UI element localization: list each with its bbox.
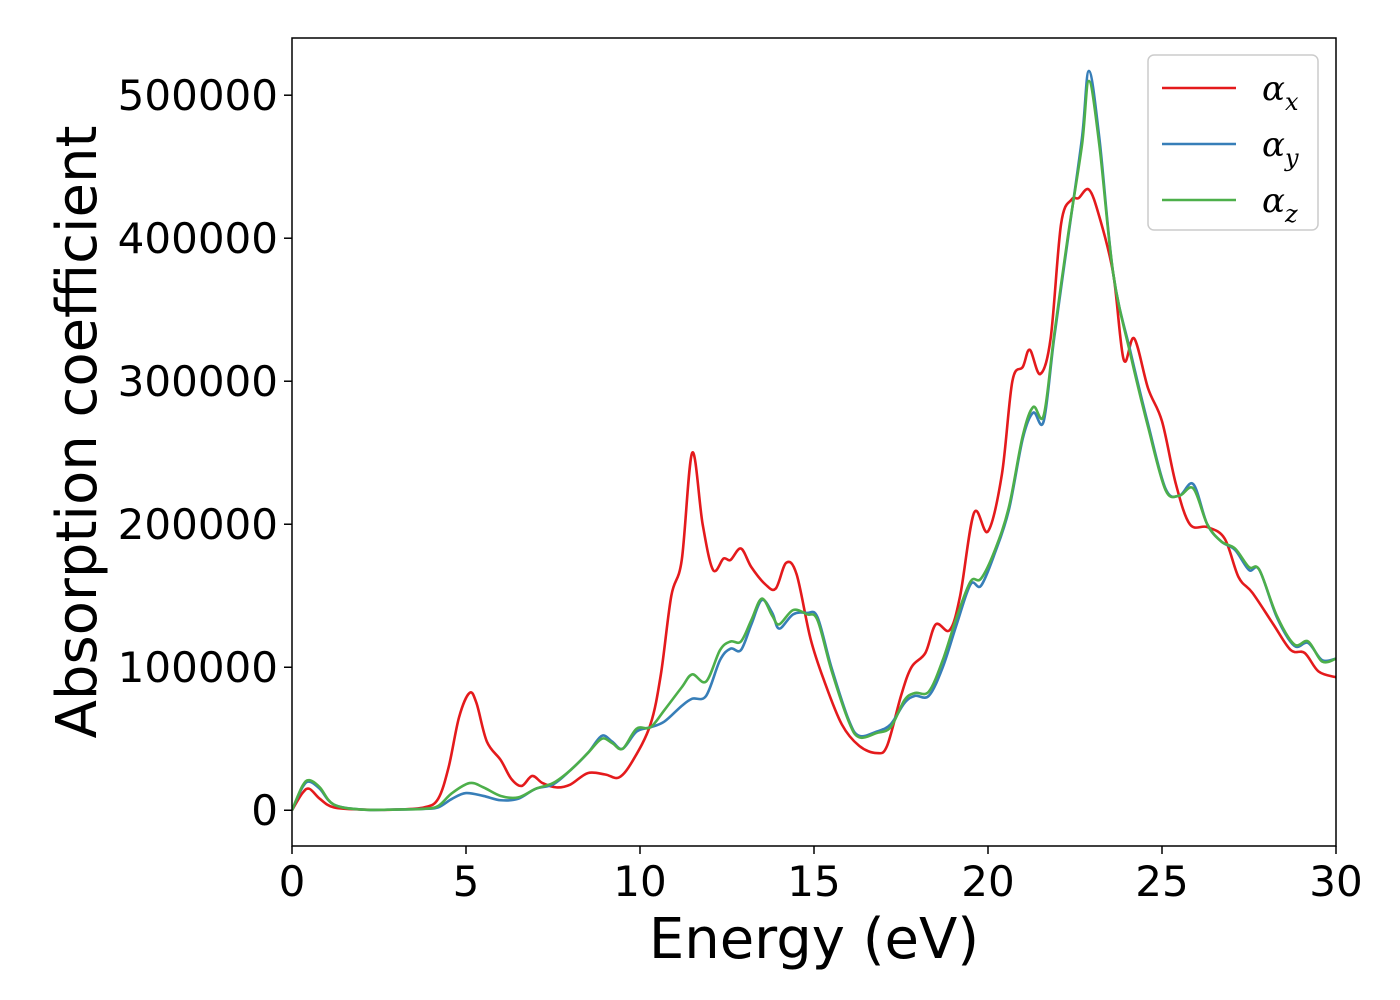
x-tick-label: 20 [961, 857, 1014, 906]
y-axis-label: Absorption coefficient [45, 126, 110, 739]
y-axis-ticks: 0 100000 200000 300000 400000 500000 [118, 71, 292, 835]
x-tick-label: 0 [279, 857, 306, 906]
x-tick-label: 10 [613, 857, 666, 906]
x-axis-label: Energy (eV) [649, 907, 979, 972]
y-tick-label: 0 [251, 786, 278, 835]
y-tick-label: 200000 [118, 500, 278, 549]
y-tick-label: 100000 [118, 643, 278, 692]
x-tick-label: 25 [1135, 857, 1188, 906]
legend-label-x: αx [1262, 69, 1299, 116]
x-tick-label: 30 [1309, 857, 1362, 906]
y-tick-label: 500000 [118, 71, 278, 120]
series-layer [292, 69, 1336, 812]
x-tick-label: 15 [787, 857, 840, 906]
legend-box [1147, 54, 1319, 231]
legend-label-z: αz [1262, 181, 1298, 228]
legend: αx αy αz [1147, 54, 1319, 231]
series-line-x [292, 187, 1336, 812]
legend-label-y: αy [1262, 125, 1299, 172]
x-tick-label: 5 [453, 857, 480, 906]
y-tick-label: 300000 [118, 357, 278, 406]
x-axis-ticks: 0 5 10 15 20 25 30 [279, 846, 1363, 906]
y-tick-label: 400000 [118, 214, 278, 263]
series-line-z [292, 79, 1336, 812]
